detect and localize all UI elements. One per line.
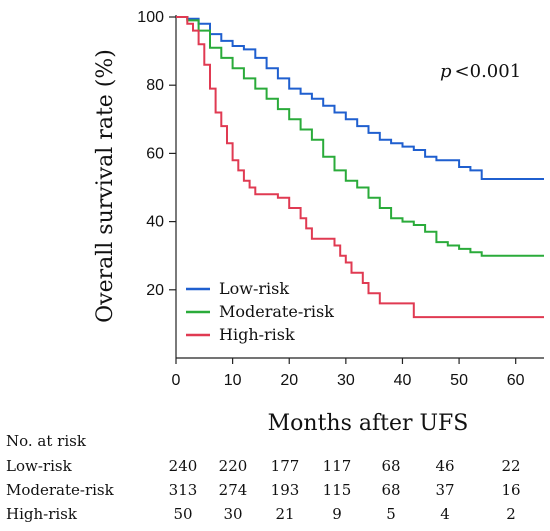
risk-cell: 2 [506,505,516,523]
risk-cell: 274 [219,481,248,499]
x-tick-label: 50 [450,372,468,389]
y-tick-label: 60 [146,145,164,162]
risk-table: No. at risk Low-risk 240 220 177 117 68 46 22 Mo… [6,432,521,523]
risk-cell: 37 [435,481,454,499]
risk-cell: 21 [275,505,294,523]
y-tick-label: 100 [137,9,164,26]
x-axis-ticks: 0 10 20 30 40 50 60 [172,358,525,389]
legend-label: Low-risk [219,279,289,298]
y-tick-label: 20 [146,282,164,299]
legend-label: Moderate-risk [219,302,334,321]
risk-cell: 4 [440,505,450,523]
y-axis-ticks: 20 40 60 80 100 [137,9,176,299]
risk-cell: 313 [169,481,198,499]
risk-row-label: Moderate-risk [6,481,115,499]
risk-cell: 50 [173,505,192,523]
p-value-text: <0.001 [455,61,522,82]
risk-cell: 117 [323,457,352,475]
risk-row-label: Low-risk [6,457,73,475]
y-axis-title: Overall survival rate (%) [93,49,118,323]
risk-table-header: No. at risk [6,432,87,450]
risk-row-label: High-risk [6,505,78,523]
risk-cell: 68 [381,457,400,475]
p-value-annotation: p <0.001 [440,61,521,82]
risk-cell: 46 [435,457,454,475]
series-layer [176,16,544,319]
series-line-2 [176,16,544,257]
series-line-3 [176,16,544,319]
x-tick-label: 60 [507,372,525,389]
x-tick-label: 20 [280,372,298,389]
series-line-1 [176,16,544,180]
x-tick-label: 30 [337,372,355,389]
risk-cell: 16 [501,481,520,499]
risk-cell: 115 [323,481,352,499]
risk-cell: 68 [381,481,400,499]
risk-cell: 22 [501,457,520,475]
risk-cell: 30 [223,505,242,523]
risk-cell: 220 [219,457,248,475]
risk-cell: 9 [332,505,342,523]
x-tick-label: 10 [224,372,242,389]
x-tick-label: 40 [394,372,412,389]
risk-cell: 177 [271,457,300,475]
x-tick-label: 0 [172,372,181,389]
risk-cell: 5 [386,505,396,523]
y-tick-label: 80 [146,77,164,94]
y-tick-label: 40 [146,214,164,231]
p-value-symbol: p [440,61,452,82]
x-axis-title: Months after UFS [268,411,469,436]
legend-label: High-risk [219,325,295,344]
legend: Low-risk Moderate-risk High-risk [186,279,334,344]
plot-area: 20 40 60 80 100 0 10 20 30 40 50 60 [137,9,544,389]
risk-cell: 240 [169,457,198,475]
risk-cell: 193 [271,481,300,499]
